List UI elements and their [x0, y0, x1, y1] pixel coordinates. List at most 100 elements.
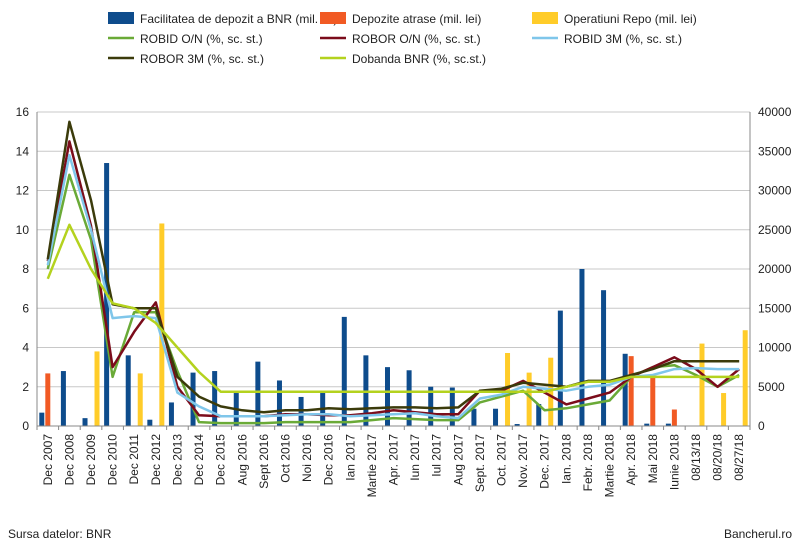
- line-series-2: [46, 153, 740, 420]
- x-tick-label-22: Nov. 2017: [516, 434, 530, 488]
- x-tick-label-24: Ian. 2018: [559, 434, 573, 484]
- bar-s1-27: [628, 356, 634, 426]
- gridlines: [37, 111, 750, 427]
- bar-s0-23: [536, 404, 542, 426]
- legend-label-6: ROBOR 3M (%, sc. st.): [140, 52, 264, 66]
- bar-s0-7: [190, 372, 196, 426]
- bar-s2-4: [137, 373, 143, 426]
- left-tick-label-2: 4: [22, 341, 29, 355]
- axes: [36, 112, 751, 430]
- x-tick-label-6: Dec 2013: [170, 434, 184, 486]
- x-tick-label-17: Iun 2017: [408, 434, 422, 481]
- x-tick-label-10: Sept 2016: [257, 434, 271, 489]
- bar-s0-8: [212, 371, 218, 426]
- x-tick-label-27: Apr. 2018: [624, 434, 638, 486]
- brand-label: Bancherul.ro: [724, 527, 792, 541]
- x-tick-label-28: Mai 2018: [646, 434, 660, 484]
- x-tick-label-18: Iul 2017: [430, 434, 444, 477]
- bar-s0-2: [82, 418, 88, 426]
- x-tick-label-20: Sept. 2017: [473, 434, 487, 492]
- bar-s0-18: [428, 386, 434, 426]
- x-tick-label-31: 08/20/18: [711, 434, 725, 481]
- x-tick-label-0: Dec 2007: [41, 434, 55, 486]
- x-tick-label-3: Dec 2010: [106, 434, 120, 486]
- bar-s0-28: [644, 423, 650, 426]
- x-tick-label-2: Dec 2009: [84, 434, 98, 486]
- x-tick-label-11: Oct 2016: [278, 434, 292, 483]
- legend-swatch-0: [108, 12, 134, 24]
- bar-s0-5: [147, 419, 153, 426]
- bar-s1-28: [650, 374, 656, 426]
- bar-s2-32: [742, 330, 748, 426]
- right-tick-label-6: 30000: [758, 184, 792, 198]
- left-tick-label-3: 6: [22, 301, 29, 315]
- left-tick-label-1: 2: [22, 380, 29, 394]
- bar-s2-22: [526, 372, 532, 426]
- right-tick-label-5: 25000: [758, 223, 792, 237]
- x-tick-label-1: Dec 2008: [62, 434, 76, 486]
- legend-label-3: ROBID O/N (%, sc. st.): [140, 32, 263, 46]
- right-tick-label-3: 15000: [758, 301, 792, 315]
- left-tick-label-8: 16: [16, 105, 30, 119]
- bar-s0-10: [255, 361, 261, 426]
- bar-s2-23: [548, 357, 554, 426]
- x-tick-label-4: Dec 2011: [127, 434, 141, 485]
- x-tick-label-12: Noi 2016: [300, 434, 314, 482]
- x-tick-label-26: Martie 2018: [603, 434, 617, 498]
- bar-s0-4: [125, 355, 131, 426]
- x-tick-label-21: Oct. 2017: [495, 434, 509, 486]
- bar-s2-2: [94, 351, 100, 426]
- bar-s0-26: [601, 290, 607, 426]
- x-tick-label-5: Dec 2012: [149, 434, 163, 486]
- legend: Facilitatea de depozit a BNR (mil. lei) D…: [108, 12, 697, 66]
- right-tick-label-0: 0: [758, 419, 765, 433]
- x-tick-label-8: Dec 2015: [214, 434, 228, 486]
- bar-s0-20: [471, 408, 477, 426]
- bar-s0-1: [60, 371, 66, 426]
- right-tick-label-7: 35000: [758, 144, 792, 158]
- bar-s1-0: [45, 373, 51, 426]
- left-tick-label-7: 14: [16, 144, 30, 158]
- legend-label-4: ROBOR O/N (%, sc. st.): [352, 32, 481, 46]
- bar-s0-14: [341, 316, 347, 426]
- right-tick-label-4: 20000: [758, 262, 792, 276]
- right-tick-label-8: 40000: [758, 105, 792, 119]
- legend-swatch-2: [532, 12, 558, 24]
- x-tick-label-9: Aug 2016: [235, 434, 249, 486]
- bar-s0-24: [557, 310, 563, 426]
- bar-s0-11: [276, 380, 282, 426]
- bar-s0-29: [665, 423, 671, 426]
- x-tick-label-7: Dec 2014: [192, 434, 206, 486]
- x-tick-label-16: Apr. 2017: [387, 434, 401, 486]
- x-tick-label-32: 08/27/18: [732, 434, 746, 481]
- x-tick-label-23: Dec. 2017: [538, 434, 552, 489]
- bar-s0-21: [493, 408, 499, 426]
- right-tick-label-1: 5000: [758, 380, 785, 394]
- x-tick-label-13: Dec 2016: [322, 434, 336, 486]
- bar-s0-17: [406, 370, 412, 426]
- x-tick-label-30: 08/13/18: [689, 434, 703, 481]
- bar-s0-16: [385, 367, 390, 426]
- x-tick-label-29: Iunie 2018: [667, 434, 681, 490]
- bar-s0-0: [39, 412, 45, 426]
- legend-label-5: ROBID 3M (%, sc. st.): [564, 32, 682, 46]
- bar-s0-22: [514, 424, 520, 426]
- bar-s2-31: [721, 393, 727, 426]
- x-tick-label-14: Ian 2017: [343, 434, 357, 481]
- right-tick-label-2: 10000: [758, 341, 792, 355]
- x-axis-ticks: Dec 2007 Dec 2008 Dec 2009 Dec 2010 Dec 2011…: [41, 434, 746, 498]
- bar-s2-30: [699, 343, 705, 426]
- legend-swatch-1: [320, 12, 346, 24]
- bar-s0-27: [622, 353, 628, 426]
- left-tick-label-6: 12: [16, 184, 30, 198]
- line-series-0: [46, 173, 740, 425]
- legend-label-0: Facilitatea de depozit a BNR (mil. lei): [140, 12, 337, 26]
- source-note: Sursa datelor: BNR: [8, 527, 112, 541]
- line-series-4: [46, 223, 740, 393]
- right-axis-ticks: 0 5000 10000 15000 20000 25000 30000 35000 40000: [758, 105, 792, 433]
- left-axis-ticks: 0 2 4 6 8 10 12 14 16: [16, 105, 30, 433]
- bar-s2-21: [505, 352, 511, 426]
- legend-label-1: Depozite atrase (mil. lei): [352, 12, 481, 26]
- x-tick-label-25: Febr. 2018: [581, 434, 595, 492]
